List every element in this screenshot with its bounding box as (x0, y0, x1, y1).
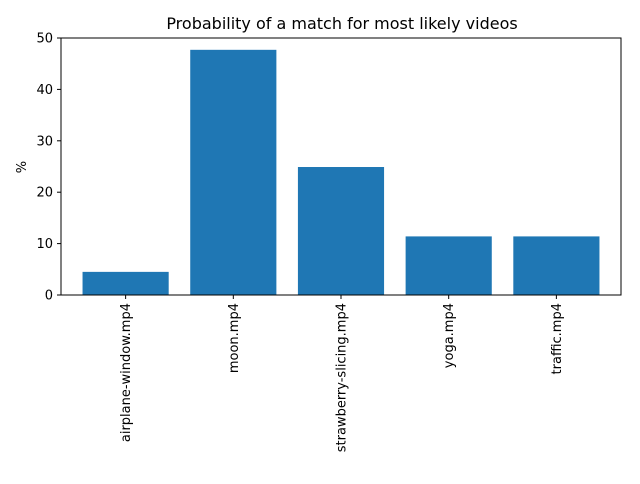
x-tick-label: airplane-window.mp4 (119, 303, 134, 442)
x-tick-label: yoga.mp4 (442, 303, 457, 368)
x-axis-ticks: airplane-window.mp4 moon.mp4 strawberry-sl… (119, 295, 565, 452)
y-tick-label: 20 (36, 186, 53, 201)
y-tick-label: 10 (36, 237, 53, 252)
y-axis-ticks: 0 10 20 30 40 50 (36, 32, 61, 304)
x-tick-label: moon.mp4 (227, 303, 242, 373)
x-tick-label: traffic.mp4 (550, 303, 565, 374)
plot-frame (60, 37, 622, 296)
bars-group (82, 49, 600, 295)
y-tick-label: 50 (36, 32, 53, 47)
chart-title: Probability of a match for most likely v… (166, 14, 517, 33)
y-axis-label: % (15, 161, 30, 173)
bar-traffic-mp4 (513, 236, 600, 295)
bar-strawberry-slicing-mp4 (297, 167, 385, 295)
bar-moon-mp4 (190, 49, 277, 295)
bar-yoga-mp4 (405, 236, 492, 295)
y-tick-label: 0 (45, 289, 53, 304)
y-tick-label: 40 (36, 83, 53, 98)
x-tick-label: strawberry-slicing.mp4 (335, 303, 350, 452)
bar-airplane-window-mp4 (82, 271, 169, 295)
y-tick-label: 30 (36, 134, 53, 149)
